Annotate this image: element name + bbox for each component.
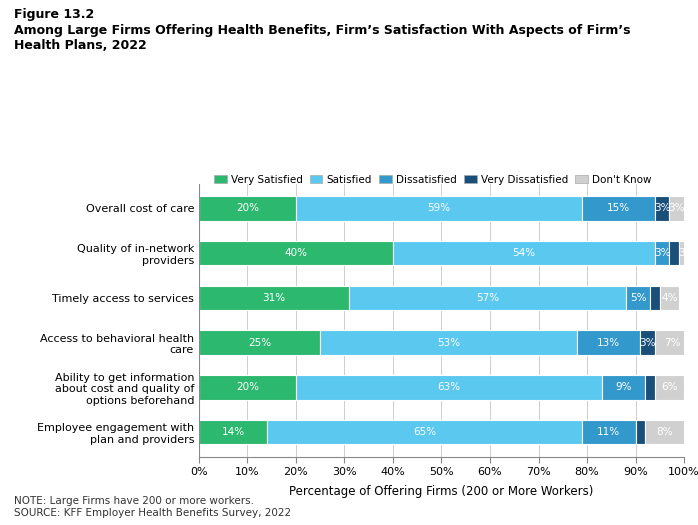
Bar (393, 241, 655, 266)
Bar (199, 375, 296, 400)
Text: 7%: 7% (664, 338, 680, 348)
Text: 20%: 20% (236, 382, 259, 392)
Text: 40%: 40% (285, 248, 307, 258)
X-axis label: Percentage of Offering Firms (200 or More Workers): Percentage of Offering Firms (200 or Mor… (289, 486, 594, 499)
Text: 13%: 13% (597, 338, 621, 348)
Text: Figure 13.2: Figure 13.2 (14, 8, 94, 21)
Bar (640, 330, 655, 355)
Bar (199, 330, 320, 355)
Text: 14%: 14% (221, 427, 244, 437)
Text: 5%: 5% (630, 293, 646, 303)
Text: 3%: 3% (654, 248, 671, 258)
Bar (582, 196, 655, 220)
Bar (679, 241, 694, 266)
Bar (582, 420, 636, 445)
Text: NOTE: Large Firms have 200 or more workers.: NOTE: Large Firms have 200 or more worke… (14, 496, 254, 506)
Text: 3%: 3% (654, 203, 671, 213)
Text: 11%: 11% (597, 427, 621, 437)
Bar (199, 286, 349, 310)
Bar (650, 286, 660, 310)
Text: 3%: 3% (639, 338, 656, 348)
Bar (635, 420, 645, 445)
Text: 20%: 20% (236, 203, 259, 213)
Bar (577, 330, 640, 355)
Text: 59%: 59% (427, 203, 451, 213)
Text: 3%: 3% (678, 248, 695, 258)
Bar (199, 241, 393, 266)
Text: 57%: 57% (476, 293, 499, 303)
Text: 25%: 25% (248, 338, 271, 348)
Bar (669, 241, 679, 266)
Text: 9%: 9% (615, 382, 632, 392)
Text: 6%: 6% (661, 382, 678, 392)
Bar (655, 241, 669, 266)
Text: 8%: 8% (656, 427, 673, 437)
Text: Among Large Firms Offering Health Benefits, Firm’s Satisfaction With Aspects of : Among Large Firms Offering Health Benefi… (14, 24, 630, 51)
Text: 53%: 53% (437, 338, 460, 348)
Text: SOURCE: KFF Employer Health Benefits Survey, 2022: SOURCE: KFF Employer Health Benefits Sur… (14, 508, 291, 518)
Bar (655, 196, 669, 220)
Bar (626, 286, 650, 310)
Bar (296, 375, 602, 400)
Bar (660, 286, 679, 310)
Text: 63%: 63% (437, 382, 460, 392)
Bar (349, 286, 626, 310)
Bar (602, 375, 645, 400)
Text: 3%: 3% (669, 203, 685, 213)
Bar (655, 375, 684, 400)
Text: 31%: 31% (262, 293, 285, 303)
Text: 15%: 15% (607, 203, 630, 213)
Text: 4%: 4% (661, 293, 678, 303)
Bar (655, 330, 689, 355)
Bar (645, 375, 655, 400)
Bar (199, 196, 296, 220)
Bar (669, 196, 684, 220)
Legend: Very Satisfied, Satisfied, Dissatisfied, Very Dissatisfied, Don't Know: Very Satisfied, Satisfied, Dissatisfied,… (210, 171, 655, 189)
Bar (296, 196, 582, 220)
Bar (267, 420, 582, 445)
Text: 54%: 54% (512, 248, 535, 258)
Text: 65%: 65% (413, 427, 436, 437)
Bar (199, 420, 267, 445)
Bar (320, 330, 577, 355)
Bar (645, 420, 684, 445)
